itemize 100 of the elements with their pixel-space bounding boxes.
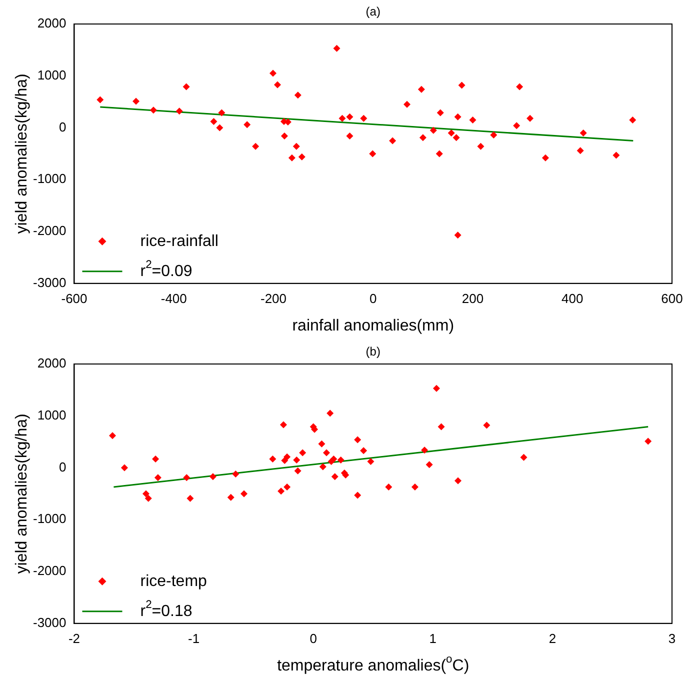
point — [227, 494, 234, 501]
point — [240, 490, 248, 498]
point — [150, 106, 157, 114]
y-tick-label: -1000 — [33, 511, 66, 526]
y-tick-label: -2000 — [33, 223, 66, 238]
x-tick-label: 1 — [429, 630, 437, 646]
point — [132, 98, 140, 105]
point — [292, 142, 300, 150]
point — [526, 114, 534, 122]
point — [418, 86, 425, 93]
x-tick-label: 3 — [668, 630, 676, 646]
point — [318, 440, 326, 448]
point — [294, 92, 302, 99]
point — [542, 154, 549, 162]
point — [284, 483, 291, 490]
x-tick-label: -1 — [188, 630, 200, 646]
point — [436, 150, 443, 158]
point — [490, 132, 498, 139]
point — [576, 147, 584, 154]
x-tick-label: 0 — [370, 290, 377, 306]
point — [369, 150, 376, 158]
x-tick-label: 400 — [562, 290, 584, 306]
point — [354, 492, 362, 499]
point — [426, 461, 433, 468]
point — [284, 453, 291, 460]
point — [152, 455, 160, 462]
y-tick-label: 1000 — [37, 407, 66, 422]
point — [120, 464, 128, 472]
y-tick-label: 0 — [59, 119, 66, 134]
point — [182, 83, 190, 90]
x-tick-label: -2 — [68, 630, 80, 646]
y-axis-title: yield anomalies(kg/ha) — [13, 74, 30, 234]
point — [360, 447, 368, 454]
point — [346, 132, 354, 140]
point — [580, 129, 587, 136]
x-axis-title: rainfall anomalies(mm) — [292, 317, 454, 334]
y-tick-label: 1000 — [37, 67, 66, 82]
y-tick-label: -3000 — [33, 274, 66, 290]
point — [298, 153, 306, 160]
x-tick-label: -600 — [61, 290, 88, 306]
point — [454, 113, 462, 120]
point — [274, 81, 281, 88]
legend-label: rice-temp — [140, 572, 208, 590]
point — [109, 432, 116, 440]
point — [252, 142, 260, 150]
x-tick-label: 200 — [462, 290, 484, 306]
point — [244, 121, 251, 128]
point — [218, 109, 226, 116]
point — [612, 152, 620, 159]
point — [644, 438, 652, 445]
y-tick-label: -2000 — [33, 563, 66, 578]
x-tick-label: -400 — [160, 290, 187, 306]
point — [513, 122, 520, 130]
point — [270, 70, 276, 77]
point — [419, 134, 426, 142]
point — [144, 494, 152, 502]
point — [216, 124, 224, 132]
point — [183, 474, 190, 482]
point — [436, 109, 444, 116]
point — [520, 454, 528, 461]
point — [269, 455, 276, 462]
point — [430, 126, 437, 134]
point — [154, 474, 162, 482]
point — [337, 456, 344, 464]
point — [328, 458, 335, 466]
point — [477, 142, 484, 150]
point — [319, 463, 326, 470]
point — [458, 82, 466, 89]
point — [367, 458, 374, 466]
point — [299, 449, 306, 456]
x-tick-label: -200 — [260, 290, 287, 306]
point — [280, 132, 288, 140]
x-tick-label: 600 — [661, 290, 683, 306]
point — [432, 384, 440, 392]
point — [454, 477, 462, 484]
point — [142, 490, 150, 498]
point — [278, 488, 285, 495]
point — [385, 483, 392, 490]
chart-title: (b) — [366, 344, 380, 358]
point — [288, 154, 296, 162]
y-tick-label: 0 — [59, 459, 66, 474]
point — [209, 473, 216, 480]
point — [452, 134, 460, 142]
point — [294, 467, 302, 474]
point — [469, 116, 476, 124]
y-tick-label: 2000 — [37, 356, 66, 371]
point — [421, 446, 428, 454]
y-tick-label: -1000 — [33, 171, 66, 186]
point — [280, 421, 287, 428]
point — [360, 114, 368, 122]
point — [323, 449, 330, 456]
x-tick-label: 0 — [310, 630, 317, 646]
point — [629, 116, 636, 124]
point — [448, 129, 455, 136]
point — [338, 114, 346, 122]
point — [454, 232, 462, 239]
y-axis-title: yield anomalies(kg/ha) — [13, 414, 30, 574]
point — [210, 118, 218, 126]
point — [293, 456, 300, 464]
legend-label: rice-rainfall — [140, 232, 218, 250]
